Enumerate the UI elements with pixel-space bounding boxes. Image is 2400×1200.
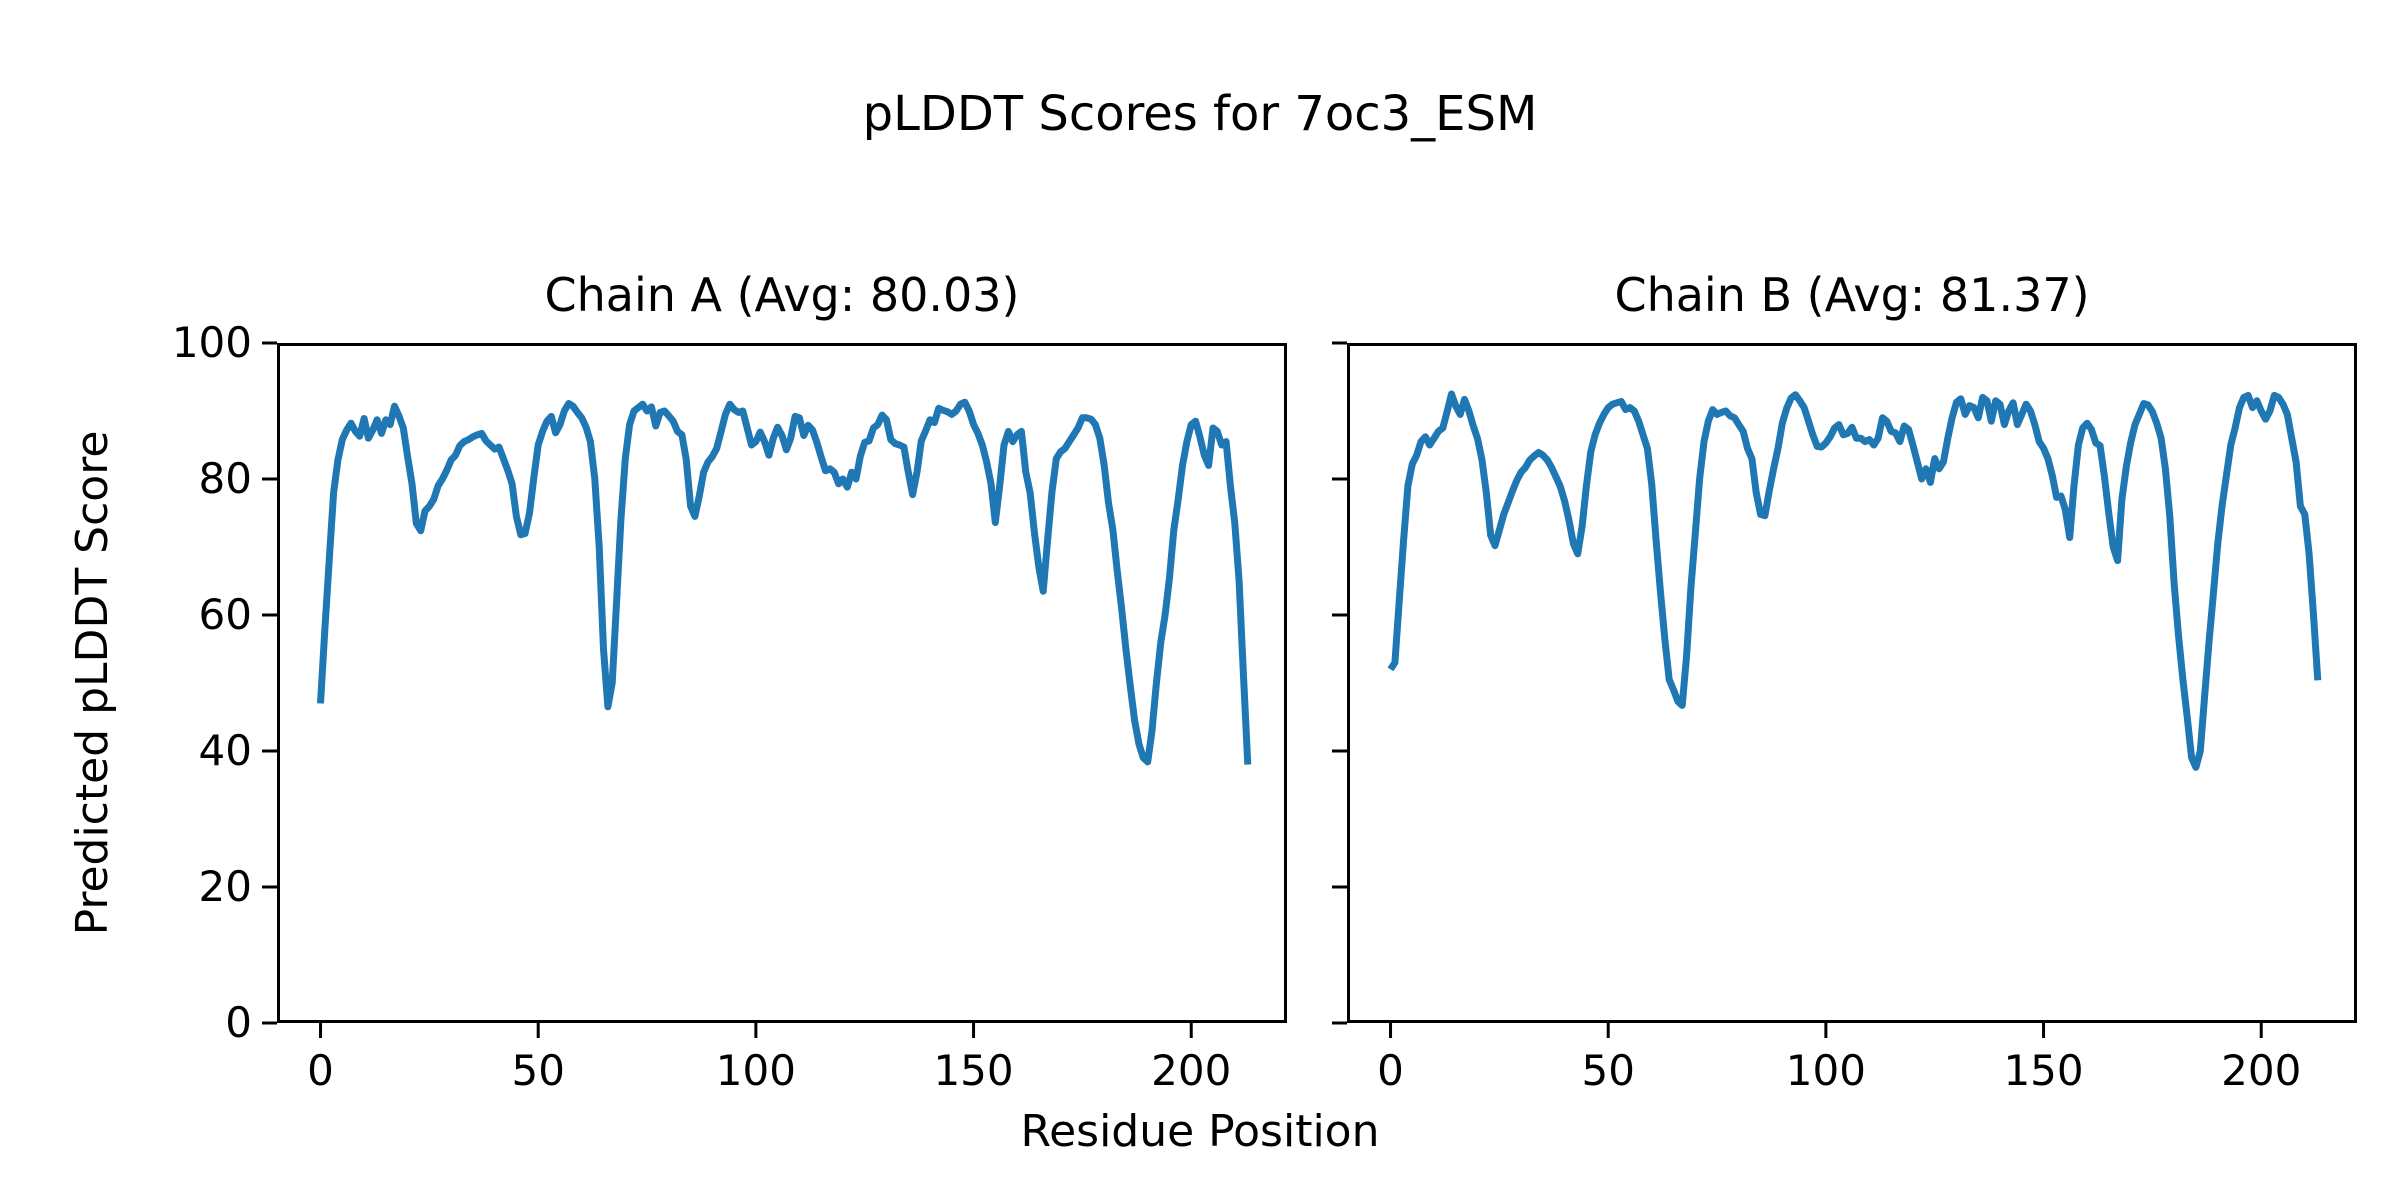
y-axis-label: Predicted pLDDT Score xyxy=(67,430,118,936)
x-tick-label: 100 xyxy=(1785,1046,1866,1095)
x-tick-label: 100 xyxy=(715,1046,796,1095)
x-tick-label: 0 xyxy=(307,1046,334,1095)
figure-title: pLDDT Scores for 7oc3_ESM xyxy=(862,86,1538,142)
subplot-title-chain-a: Chain A (Avg: 80.03) xyxy=(544,268,1020,322)
x-tick-label: 200 xyxy=(1151,1046,1232,1095)
x-tick-label: 150 xyxy=(2003,1046,2084,1095)
x-tick-label: 50 xyxy=(511,1046,565,1095)
y-tick-label: 20 xyxy=(198,862,252,911)
x-tick-label: 0 xyxy=(1377,1046,1404,1095)
x-tick-label: 150 xyxy=(933,1046,1014,1095)
y-tick-label: 100 xyxy=(171,318,252,367)
y-tick-label: 40 xyxy=(198,726,252,775)
axes-spines xyxy=(277,343,1287,1023)
axes-spines xyxy=(1347,343,2357,1023)
y-tick-label: 80 xyxy=(198,454,252,503)
y-tick-label: 0 xyxy=(225,998,252,1047)
plddt-line-chain-a xyxy=(317,398,1252,766)
chain-b-plot xyxy=(1332,341,2357,1038)
chain-a-plot xyxy=(262,341,1287,1038)
plddt-line-chain-b xyxy=(1387,390,2322,771)
y-tick-label: 60 xyxy=(198,590,252,639)
x-axis-label: Residue Position xyxy=(1020,1106,1380,1157)
subplot-title-chain-b: Chain B (Avg: 81.37) xyxy=(1614,268,2090,322)
x-tick-label: 200 xyxy=(2221,1046,2302,1095)
x-tick-label: 50 xyxy=(1581,1046,1635,1095)
